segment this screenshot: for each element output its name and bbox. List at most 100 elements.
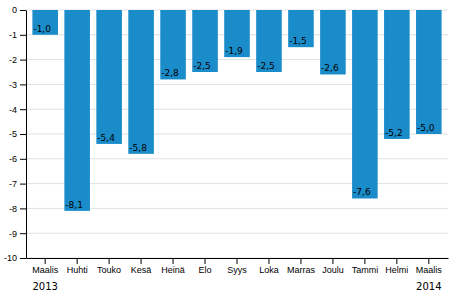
y-tick-mark bbox=[20, 60, 26, 61]
x-tick-label: Touko bbox=[97, 265, 121, 275]
y-tick-label: -7 bbox=[9, 179, 17, 189]
y-tick-label: -9 bbox=[9, 229, 17, 239]
x-tick-mark bbox=[332, 258, 333, 264]
y-tick-label: -4 bbox=[9, 105, 17, 115]
data-label: -1,5 bbox=[289, 36, 307, 46]
x-tick-mark bbox=[173, 258, 174, 264]
grid-line bbox=[26, 233, 448, 234]
data-label: -8,1 bbox=[65, 200, 83, 210]
y-tick-mark bbox=[20, 184, 26, 185]
data-label: -1,9 bbox=[225, 46, 243, 56]
y-tick-label: 0 bbox=[12, 5, 17, 15]
x-tick-label: Heinä bbox=[161, 265, 185, 275]
y-tick-mark bbox=[20, 35, 26, 36]
x-tick-mark bbox=[77, 258, 78, 264]
x-tick: Huhti bbox=[67, 258, 88, 275]
y-tick-mark bbox=[20, 233, 26, 234]
data-label: -2,6 bbox=[321, 63, 339, 73]
data-label: -7,6 bbox=[353, 187, 371, 197]
plot: Maalis Huhti Touko Kesä Heinä Elo Syys Loka Marr… bbox=[4, 5, 449, 292]
x-tick-label: Syys bbox=[227, 265, 247, 275]
y-tick: -5 bbox=[9, 129, 26, 139]
y-tick-mark bbox=[20, 258, 26, 259]
y-tick: -8 bbox=[9, 204, 26, 214]
y-tick-label: -8 bbox=[9, 204, 17, 214]
bar bbox=[224, 10, 250, 57]
x-tick-mark bbox=[237, 258, 238, 264]
y-tick-mark bbox=[20, 109, 26, 110]
y-tick-mark bbox=[20, 159, 26, 160]
annotations: 2013 2014 bbox=[32, 281, 441, 292]
bar bbox=[64, 10, 90, 211]
data-label: -5,2 bbox=[385, 128, 403, 138]
grid bbox=[26, 10, 448, 258]
x-tick-mark bbox=[428, 258, 429, 264]
y-tick-mark bbox=[20, 10, 26, 11]
y-tick: 0 bbox=[12, 5, 26, 15]
x-tick: Maalis bbox=[32, 258, 59, 275]
y-tick: -4 bbox=[9, 105, 26, 115]
x-tick: Joulu bbox=[322, 258, 344, 275]
x-tick-mark bbox=[109, 258, 110, 264]
x-tick-mark bbox=[141, 258, 142, 264]
y-tick-label: -1 bbox=[9, 30, 17, 40]
data-labels: -1,0-8,1-5,4-5,8-2,8-2,5-1,9-2,5-1,5-2,6… bbox=[33, 24, 434, 210]
year-label: 2014 bbox=[416, 281, 441, 292]
x-tick-label: Helmi bbox=[385, 265, 408, 275]
x-tick-label: Maalis bbox=[416, 265, 443, 275]
x-tick-label: Kesä bbox=[131, 265, 152, 275]
bar bbox=[160, 10, 186, 79]
x-tick-mark bbox=[205, 258, 206, 264]
y-tick-mark bbox=[20, 84, 26, 85]
y-tick-label: -2 bbox=[9, 55, 17, 65]
x-tick: Marras bbox=[287, 258, 316, 275]
x-tick: Elo bbox=[199, 258, 212, 275]
y-tick: -3 bbox=[9, 80, 26, 90]
bar bbox=[128, 10, 154, 154]
x-tick: Helmi bbox=[385, 258, 408, 275]
x-tick: Syys bbox=[227, 258, 247, 275]
y-tick: -9 bbox=[9, 229, 26, 239]
y-tick-label: -6 bbox=[9, 154, 17, 164]
y-axis: 0 -1 -2 -3 -4 -5 -6 -7 -8 -9 -10 bbox=[4, 5, 27, 263]
y-tick: -1 bbox=[9, 30, 26, 40]
x-tick: Maalis bbox=[416, 258, 443, 275]
x-tick-label: Joulu bbox=[322, 265, 344, 275]
data-label: -1,0 bbox=[33, 24, 51, 34]
data-label: -2,5 bbox=[193, 61, 211, 71]
bar bbox=[256, 10, 282, 72]
x-tick: Loka bbox=[259, 258, 279, 275]
x-tick-mark bbox=[300, 258, 301, 264]
y-tick: -7 bbox=[9, 179, 26, 189]
x-tick-label: Loka bbox=[259, 265, 279, 275]
bar bbox=[192, 10, 218, 72]
x-tick-mark bbox=[364, 258, 365, 264]
x-tick: Tammi bbox=[352, 258, 379, 275]
y-tick: -6 bbox=[9, 154, 26, 164]
x-tick: Heinä bbox=[161, 258, 185, 275]
x-tick-label: Tammi bbox=[352, 265, 379, 275]
bars bbox=[32, 10, 441, 211]
y-tick-label: -5 bbox=[9, 129, 17, 139]
x-tick-mark bbox=[45, 258, 46, 264]
y-tick: -2 bbox=[9, 55, 26, 65]
bar bbox=[32, 10, 58, 35]
x-tick-label: Huhti bbox=[67, 265, 88, 275]
bar bbox=[352, 10, 378, 198]
y-tick-mark bbox=[20, 134, 26, 135]
data-label: -5,0 bbox=[417, 123, 435, 133]
x-tick: Kesä bbox=[131, 258, 152, 275]
x-tick-label: Maalis bbox=[32, 265, 59, 275]
bar bbox=[384, 10, 410, 139]
x-tick-label: Elo bbox=[199, 265, 212, 275]
x-tick: Touko bbox=[97, 258, 121, 275]
x-tick-label: Marras bbox=[287, 265, 316, 275]
bar bbox=[416, 10, 442, 134]
y-tick-mark bbox=[20, 208, 26, 209]
data-label: -5,4 bbox=[97, 133, 115, 143]
y-tick-label: -3 bbox=[9, 80, 17, 90]
year-label: 2013 bbox=[32, 281, 57, 292]
y-tick: -10 bbox=[4, 253, 26, 263]
bar bbox=[288, 10, 314, 47]
bar bbox=[320, 10, 346, 74]
